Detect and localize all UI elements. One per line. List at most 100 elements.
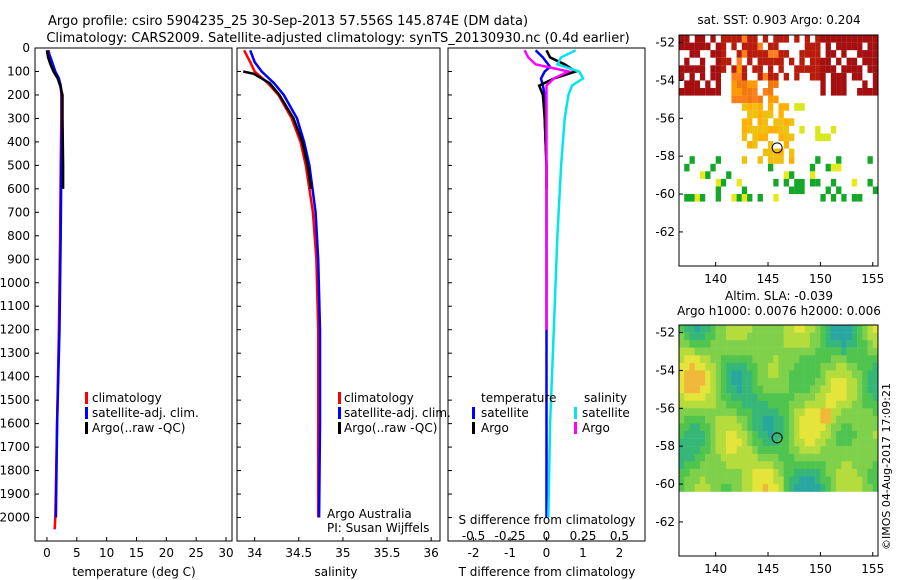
sla-cell: [830, 438, 837, 447]
sla-cell: [783, 400, 790, 409]
sst-cell: [820, 35, 826, 43]
sla-cell: [783, 453, 790, 462]
sla-cell: [768, 431, 774, 439]
sla-cell: [820, 453, 826, 462]
sla-cell: [720, 476, 727, 485]
temperature-legend: climatology satellite-adj. clim. Argo(..…: [85, 391, 199, 435]
sla-cell: [799, 415, 805, 424]
sst-cell: [862, 57, 868, 66]
sla-cell: [757, 400, 764, 409]
sla-cell: [799, 453, 805, 462]
depth-tick-label: 600: [7, 182, 30, 196]
sla-cell: [846, 347, 853, 356]
map-x-tick-label: 150: [809, 272, 832, 286]
sla-cell: [809, 362, 816, 371]
sla-cell: [752, 408, 758, 417]
sla-cell: [768, 476, 774, 485]
sla-cell: [789, 370, 795, 379]
sla-cell: [789, 385, 795, 394]
sla-cell: [684, 461, 690, 470]
sla-cell: [762, 385, 769, 394]
sla-cell: [747, 347, 753, 356]
sla-cell: [857, 385, 863, 394]
sla-cell: [783, 378, 790, 386]
sst-cell: [752, 88, 758, 96]
sst-cell: [778, 103, 784, 111]
sla-cell: [825, 438, 832, 447]
sla-cell: [825, 431, 832, 439]
legend-swatch-t-argo: [472, 422, 475, 434]
sst-cell: [768, 110, 774, 119]
sla-cell: [867, 355, 873, 364]
sla-cell: [820, 423, 826, 432]
sla-cell: [773, 484, 779, 492]
sla-cell: [778, 438, 784, 447]
sst-cell: [794, 178, 800, 187]
sst-cell: [778, 156, 784, 164]
sla-cell: [841, 446, 847, 454]
sla-cell: [799, 378, 805, 386]
sla-cell: [679, 332, 685, 341]
sla-cell: [726, 415, 732, 424]
sst-cell: [736, 72, 742, 81]
sla-map-field: [679, 325, 878, 492]
sla-cell: [841, 362, 847, 371]
sla-cell: [825, 468, 832, 477]
sla-cell: [815, 468, 821, 477]
sst-cell: [809, 72, 816, 81]
sst-cell: [757, 50, 763, 58]
sla-cell: [731, 461, 737, 470]
sla-cell: [872, 378, 878, 386]
sla-cell: [815, 362, 821, 371]
sla-cell: [851, 438, 858, 447]
sla-cell: [794, 385, 800, 394]
imos-timestamp: ©IMOS 04-Aug-2017 17:09:21: [880, 383, 893, 550]
sst-cell: [836, 186, 842, 195]
sla-cell: [846, 385, 853, 394]
sla-cell: [804, 378, 811, 386]
sst-cell: [820, 65, 826, 73]
sst-map-axes: 140 145 150 155 -52 -54 -56 -58 -60 -62: [655, 36, 884, 286]
sla-cell: [830, 362, 837, 371]
sla-cell: [857, 393, 863, 401]
sla-cell: [778, 370, 784, 379]
sla-cell: [679, 423, 685, 432]
sst-cell: [799, 57, 805, 66]
sst-cell: [862, 35, 868, 43]
sst-cell: [846, 65, 852, 73]
sla-cell: [736, 446, 743, 454]
map-y-tick-label: -56: [655, 111, 675, 125]
sla-cell: [731, 431, 737, 439]
sla-cell: [820, 385, 826, 394]
sla-cell: [757, 385, 764, 394]
sla-cell: [789, 362, 795, 371]
sla-cell: [778, 385, 784, 394]
x-tick-label: 5: [73, 546, 81, 560]
sla-cell: [825, 400, 832, 409]
sst-cell: [857, 50, 863, 58]
sst-cell: [820, 80, 826, 88]
depth-tick-label: 1300: [0, 346, 30, 360]
sst-cell: [825, 42, 831, 51]
sla-cell: [783, 415, 790, 424]
sla-cell: [841, 370, 847, 379]
sst-cell: [773, 178, 779, 187]
sla-cell: [825, 362, 832, 371]
sla-cell: [872, 438, 878, 447]
sla-cell: [825, 347, 832, 356]
sla-cell: [736, 393, 743, 401]
sla-cell: [783, 484, 790, 492]
sla-cell: [679, 415, 685, 424]
sla-cell: [684, 446, 690, 454]
sla-cell: [804, 362, 811, 371]
depth-tick-label: 1100: [0, 299, 30, 313]
sla-cell: [715, 355, 722, 364]
sla-cell: [809, 325, 816, 333]
sla-cell: [825, 476, 832, 485]
sla-cell: [741, 355, 748, 364]
sst-cell: [841, 194, 847, 202]
sla-cell: [778, 468, 784, 477]
sst-cell: [872, 80, 878, 88]
sla-cell: [820, 325, 826, 333]
sst-cell: [731, 95, 737, 104]
